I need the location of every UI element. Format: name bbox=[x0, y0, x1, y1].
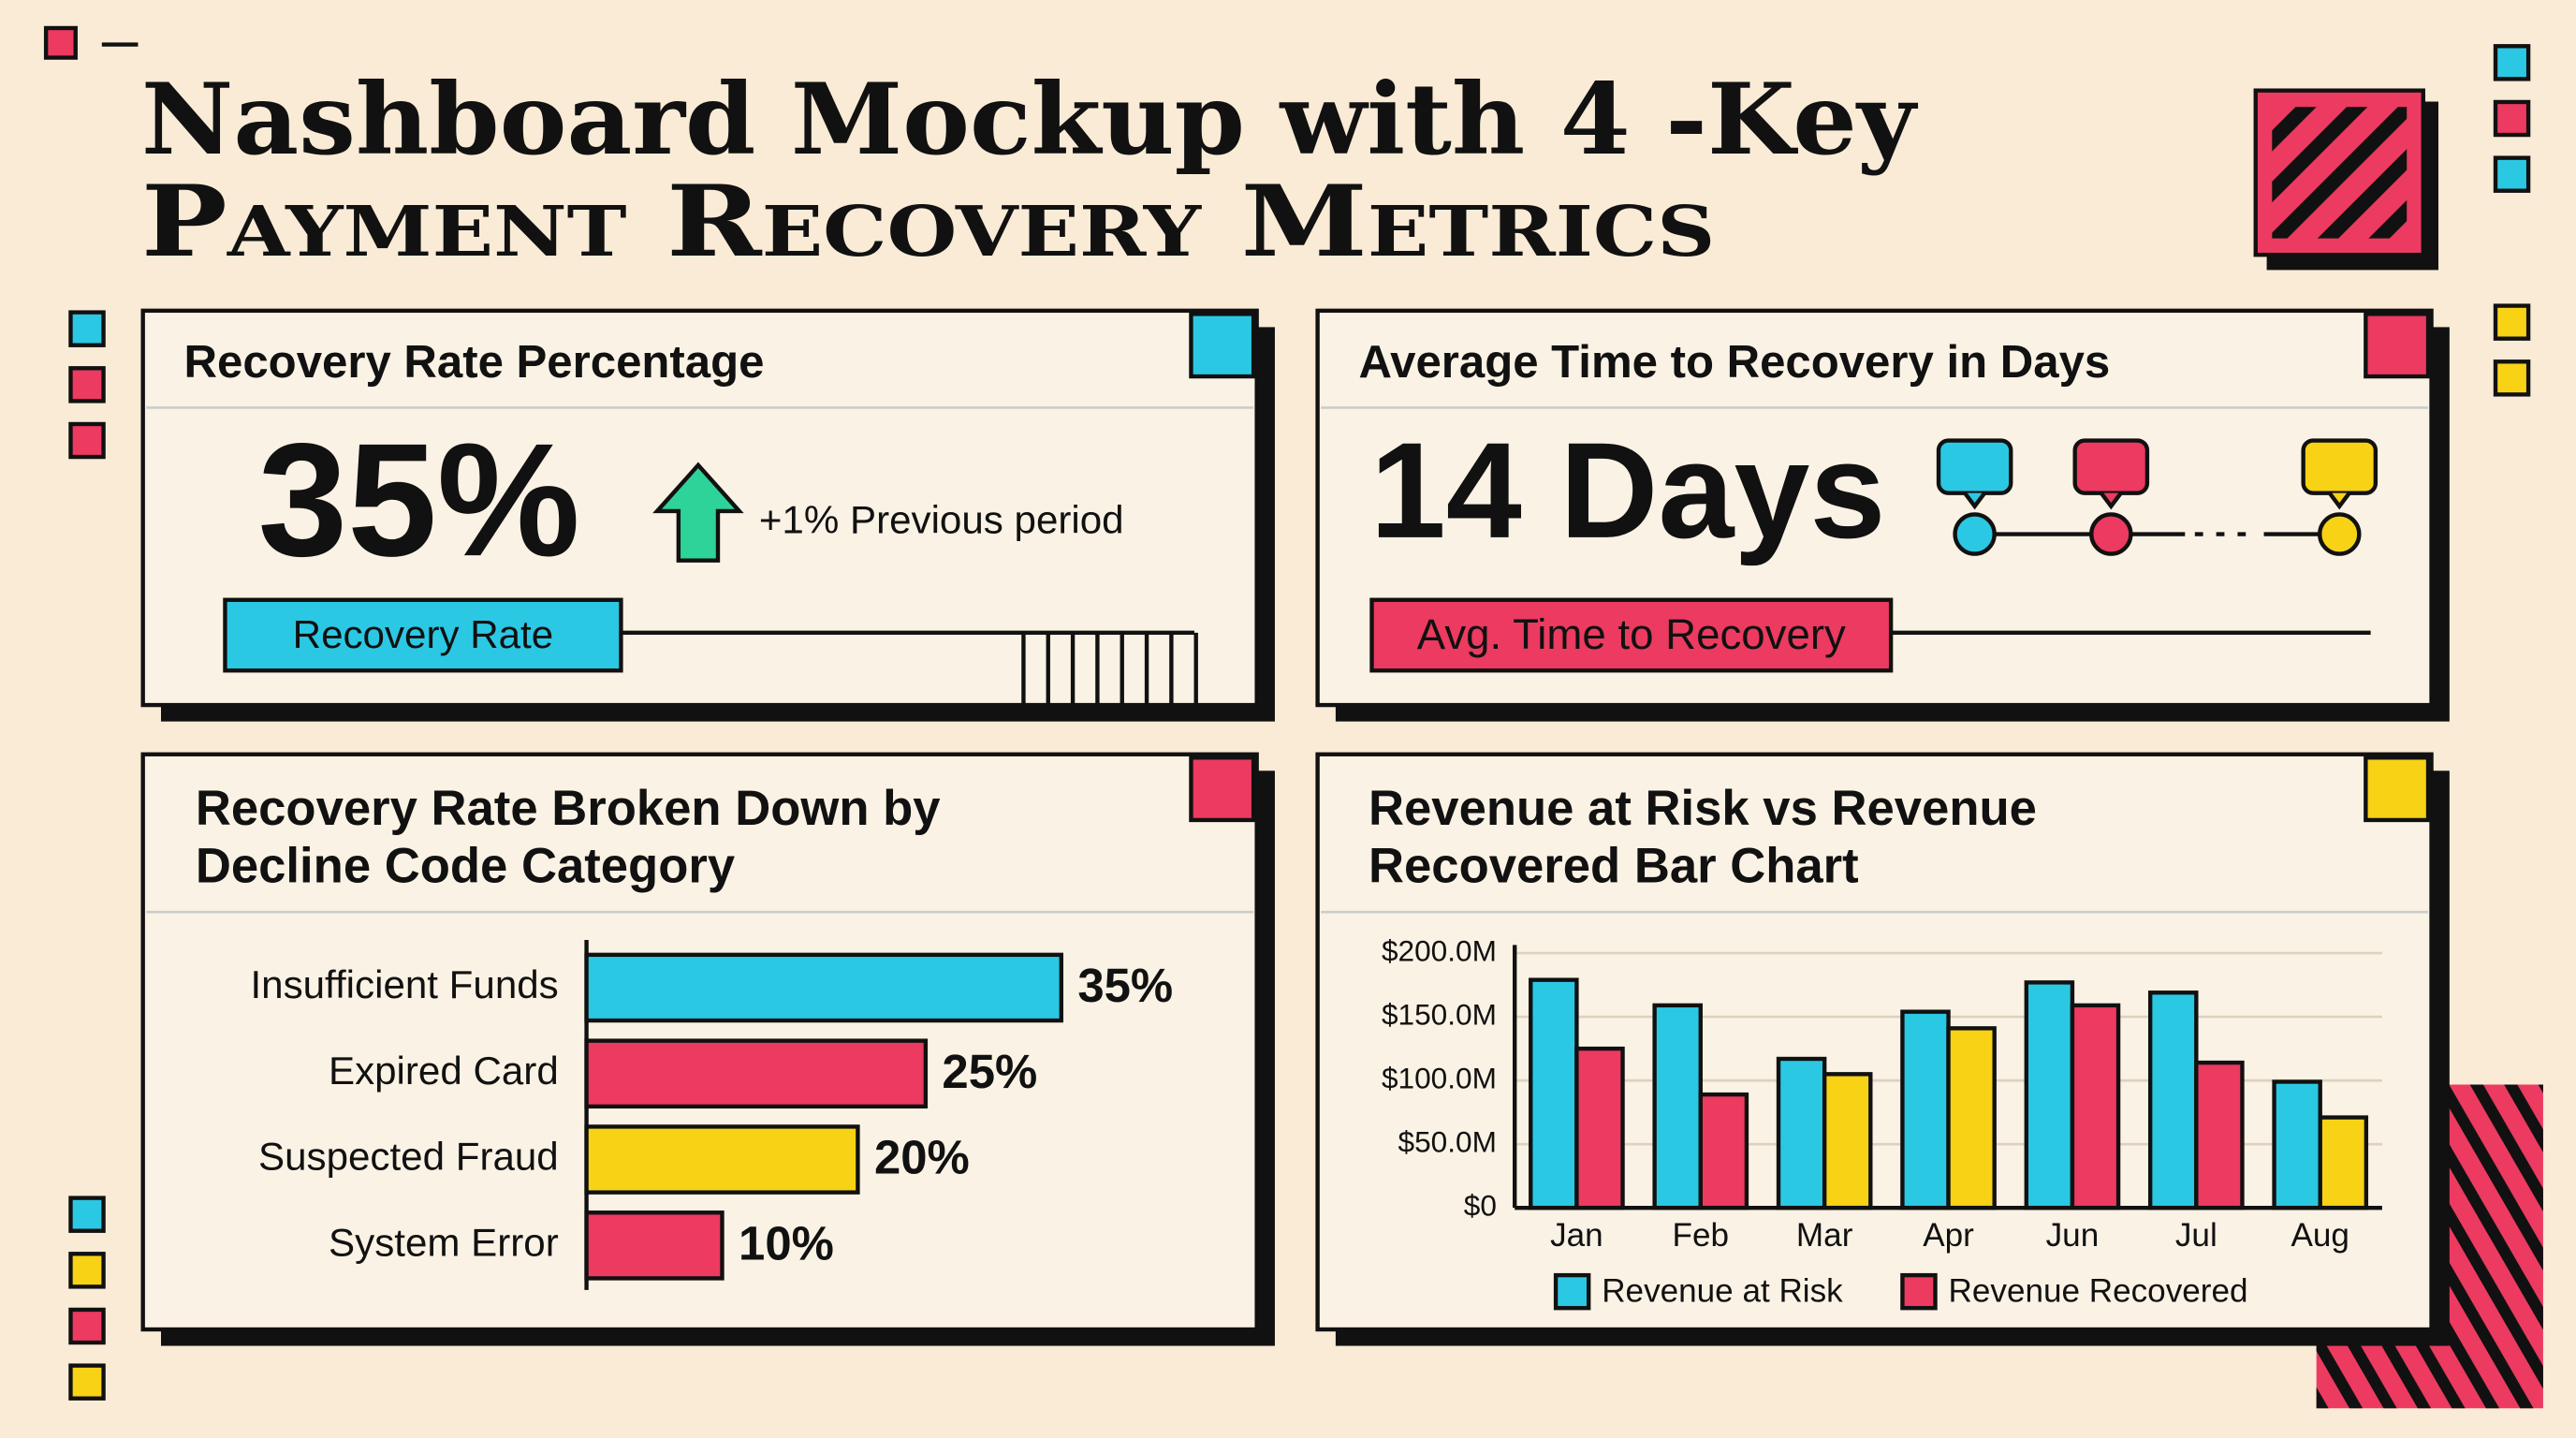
icon-tail bbox=[2327, 492, 2351, 510]
page-title: Nashboard Mockup with 4 -Key bbox=[141, 61, 1918, 177]
x-tick-label: Mar bbox=[1796, 1217, 1853, 1254]
corner-square bbox=[1189, 756, 1256, 823]
bar bbox=[1529, 977, 1579, 1211]
bar bbox=[2272, 1079, 2322, 1211]
bar bbox=[2318, 1115, 2369, 1211]
card bbox=[1315, 752, 2434, 1332]
timeline-icon bbox=[1936, 438, 2013, 495]
value-label: 25% bbox=[942, 1045, 1037, 1098]
timeline-node bbox=[2318, 512, 2362, 556]
kpi-title: Average Time to Recovery in Days bbox=[1358, 337, 2110, 388]
kpi-value: 14 Days bbox=[1370, 414, 1886, 566]
chart-title: Decline Code Category bbox=[196, 838, 735, 893]
bar bbox=[1900, 1009, 1951, 1211]
corner-square bbox=[2364, 312, 2431, 379]
category-label: Insufficient Funds bbox=[250, 962, 558, 1006]
y-tick-label: $200.0M bbox=[1382, 933, 1497, 967]
x-tick-label: Apr bbox=[1923, 1217, 1974, 1254]
value-label: 10% bbox=[739, 1217, 834, 1270]
trend-arrow bbox=[652, 462, 744, 563]
icon-tail bbox=[2100, 492, 2123, 510]
page-title: Payment Recovery Metrics bbox=[141, 163, 1715, 279]
legend-label: Revenue Recovered bbox=[1949, 1273, 2248, 1310]
value-label: 35% bbox=[1077, 959, 1173, 1012]
x-tick-label: Jan bbox=[1550, 1217, 1603, 1254]
y-tick-label: $100.0M bbox=[1382, 1061, 1497, 1094]
kpi-label-box bbox=[223, 597, 623, 673]
timeline-icon bbox=[2301, 438, 2378, 495]
category-label: Suspected Fraud bbox=[258, 1135, 559, 1179]
bar bbox=[2024, 980, 2075, 1211]
y-tick-label: $0 bbox=[1464, 1188, 1497, 1222]
bar bbox=[584, 1124, 860, 1195]
legend-label: Revenue at Risk bbox=[1602, 1273, 1843, 1310]
bar bbox=[584, 1211, 724, 1281]
bar bbox=[2147, 990, 2199, 1211]
timeline-node bbox=[1953, 512, 1997, 556]
bar bbox=[1822, 1072, 1873, 1211]
kpi-label: Avg. Time to Recovery bbox=[1417, 610, 1846, 658]
kpi-change: +1% Previous period bbox=[759, 497, 1124, 541]
bar bbox=[584, 1038, 929, 1109]
chart-title: Recovery Rate Broken Down by bbox=[196, 781, 941, 836]
kpi-label: Recovery Rate bbox=[293, 612, 554, 656]
category-label: Expired Card bbox=[329, 1049, 559, 1093]
bar bbox=[1946, 1026, 1997, 1211]
bar bbox=[584, 952, 1063, 1023]
bar bbox=[1574, 1046, 1625, 1211]
corner-square bbox=[2364, 756, 2431, 823]
x-tick-label: Aug bbox=[2291, 1217, 2349, 1254]
kpi-label-box bbox=[1369, 597, 1894, 673]
x-tick-label: Feb bbox=[1673, 1217, 1729, 1254]
x-tick-label: Jul bbox=[2175, 1217, 2217, 1254]
bar bbox=[1652, 1003, 1703, 1211]
value-label: 20% bbox=[874, 1131, 970, 1184]
kpi-title: Recovery Rate Percentage bbox=[184, 337, 765, 388]
cards bbox=[140, 308, 2450, 1346]
timeline-icon bbox=[2072, 438, 2150, 495]
y-tick-label: $50.0M bbox=[1398, 1124, 1497, 1158]
bar bbox=[2194, 1060, 2245, 1211]
chart-title: Revenue at Risk vs Revenue bbox=[1368, 781, 2037, 836]
legend-swatch bbox=[1553, 1272, 1591, 1311]
y-tick-label: $150.0M bbox=[1382, 997, 1497, 1031]
kpi-value: 35% bbox=[258, 410, 580, 590]
category-label: System Error bbox=[329, 1220, 559, 1264]
x-tick-label: Jun bbox=[2046, 1217, 2100, 1254]
legend-swatch bbox=[1900, 1272, 1938, 1311]
chart-title: Recovered Bar Chart bbox=[1368, 838, 1859, 893]
corner-square bbox=[1189, 312, 1256, 379]
bar bbox=[2070, 1003, 2121, 1211]
bar bbox=[1698, 1092, 1749, 1211]
bar bbox=[1776, 1056, 1827, 1211]
timeline-node bbox=[2089, 512, 2133, 556]
icon-tail bbox=[1963, 492, 1986, 510]
